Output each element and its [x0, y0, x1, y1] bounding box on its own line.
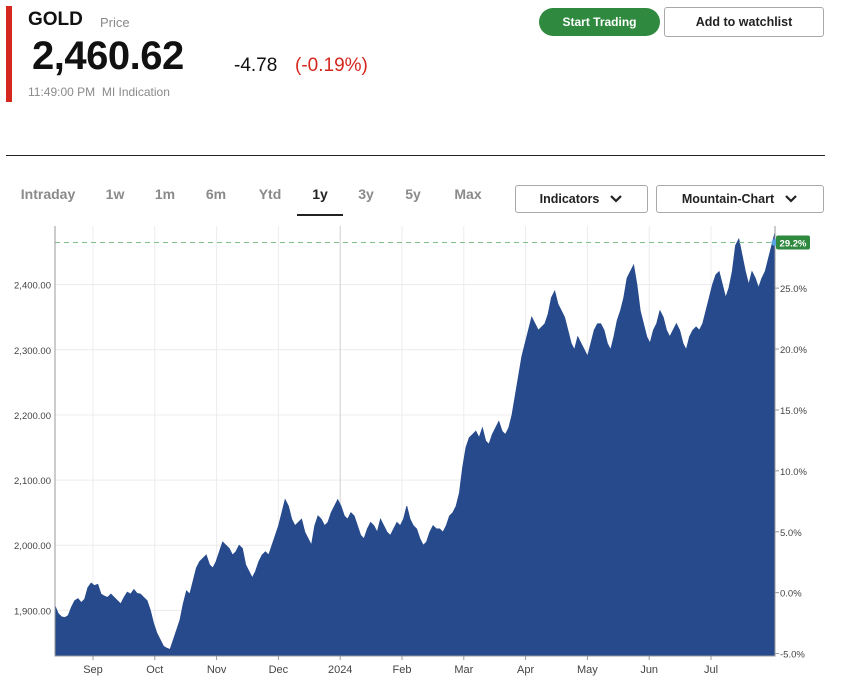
tab-1y[interactable]: 1y [297, 180, 343, 216]
header-divider [6, 155, 825, 156]
quote-timestamp: 11:49:00 PM [28, 85, 96, 99]
chevron-down-icon [610, 195, 623, 203]
chart-type-dropdown[interactable]: Mountain-Chart [656, 185, 824, 213]
instrument-type: Price [100, 15, 130, 30]
price-chart[interactable]: 1,900.00 2,000.00 2,100.00 2,200.00 2,300.00… [0, 222, 845, 693]
add-to-watchlist-button[interactable]: Add to watchlist [664, 7, 824, 37]
last-price: 2,460.62 [32, 34, 184, 78]
y2-tick-label: 10.0% [780, 467, 807, 478]
x-tick-label: Jun [640, 664, 658, 676]
quote-time: 11:49:00 PM MI Indication [28, 85, 170, 99]
tab-max[interactable]: Max [454, 186, 482, 202]
x-tick-label: Jul [704, 664, 718, 676]
x-tick-label: Sep [83, 664, 103, 676]
y2-tick-label: -5.0% [780, 650, 805, 661]
tab-ytd[interactable]: Ytd [258, 186, 282, 202]
tab-6m[interactable]: 6m [205, 186, 227, 202]
x-tick-label: Oct [146, 664, 163, 676]
y2-tick-label: 20.0% [780, 345, 807, 356]
y2-tick-label: 0.0% [780, 589, 802, 600]
current-percent-label: 29.2% [780, 239, 807, 250]
indicators-dropdown[interactable]: Indicators [515, 185, 648, 213]
current-percent-badge [776, 235, 810, 250]
x-tick-label: May [577, 664, 598, 676]
chart-type-label: Mountain-Chart [681, 192, 775, 206]
tab-3y[interactable]: 3y [358, 186, 374, 202]
instrument-symbol: GOLD [28, 9, 83, 30]
y-tick-label: 2,400.00 [14, 281, 51, 292]
x-tick-label: Nov [207, 664, 227, 676]
y2-tick-label: 15.0% [780, 406, 807, 417]
x-tick-label: Mar [454, 664, 473, 676]
y-tick-label: 2,300.00 [14, 346, 51, 357]
tab-1m[interactable]: 1m [154, 186, 176, 202]
x-tick-label: Apr [517, 664, 534, 676]
price-area-series [54, 232, 776, 657]
x-tick-label: Feb [393, 664, 412, 676]
start-trading-button[interactable]: Start Trading [539, 8, 660, 36]
y-tick-label: 1,900.00 [14, 606, 51, 617]
y-tick-label: 2,200.00 [14, 411, 51, 422]
quote-source: MI Indication [101, 85, 170, 99]
indicators-label: Indicators [539, 192, 600, 206]
y2-tick-label: 25.0% [780, 284, 807, 295]
tab-5y[interactable]: 5y [405, 186, 421, 202]
y-tick-label: 2,000.00 [14, 541, 51, 552]
y2-tick-label: 5.0% [780, 528, 802, 539]
x-tick-label: 2024 [328, 664, 352, 676]
accent-bar [6, 6, 12, 102]
x-tick-label: Dec [269, 664, 289, 676]
y-tick-label: 2,100.00 [14, 476, 51, 487]
chevron-down-icon [785, 195, 797, 203]
price-change-percent: (-0.19%) [295, 55, 368, 76]
tab-intraday[interactable]: Intraday [20, 186, 76, 202]
tab-1w[interactable]: 1w [105, 186, 125, 202]
price-change: -4.78 [234, 55, 278, 76]
